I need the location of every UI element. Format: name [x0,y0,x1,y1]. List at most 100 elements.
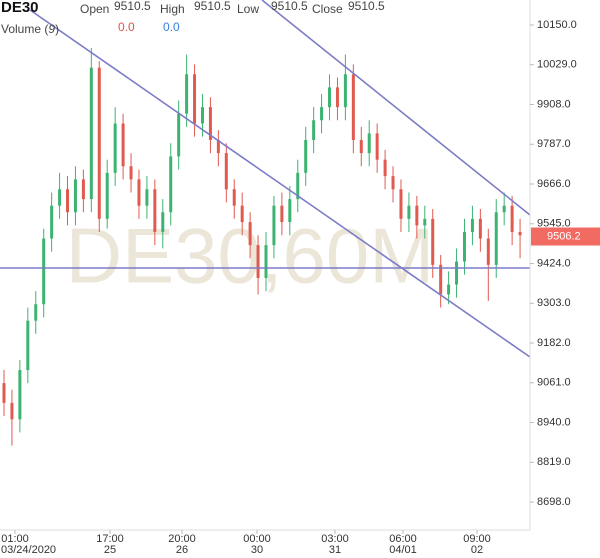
legend-label: Open [80,2,109,16]
candle-body [200,107,204,124]
x-tick-label: 06:00 [389,533,417,545]
candle-body [296,172,300,200]
candle-body [129,166,133,180]
candle-body [431,218,435,265]
candle-body [328,87,332,108]
candle-body [153,189,157,232]
candle-body [359,139,363,154]
candle-body [288,199,292,223]
candle-body [478,218,482,239]
candle-body [367,133,371,154]
candle-body [343,74,347,108]
candle-body [470,218,474,232]
legend-label: Close [312,2,343,16]
symbol: DE30 [1,0,39,16]
y-tick-label: 9666.0 [537,178,571,190]
indicator-period: 9 [48,22,55,36]
y-tick-label: 8698.0 [537,496,571,508]
candle-body [272,205,276,246]
candle-body [2,383,6,403]
candle-body [439,264,443,295]
x-date-label: 25 [104,544,116,556]
y-tick-label: 8940.0 [537,416,571,428]
y-tick-label: 9908.0 [537,98,571,110]
indicator-value: 0.0 [163,20,180,34]
candle-body [73,179,77,213]
indicator-value: 0.0 [118,20,135,34]
legend-value: 9510.5 [348,0,385,13]
x-tick-label: 01:00 [1,533,29,545]
candle-body [89,67,93,200]
candle-body [502,205,506,213]
candle-body [518,231,522,236]
candle-body [447,284,451,295]
y-tick-label: 9182.0 [537,337,571,349]
y-tick-label: 10029.0 [537,59,577,71]
indicator-label: Volume [1,22,41,36]
candle-body [248,222,252,246]
candle-body [18,369,22,420]
trend-line [261,0,531,216]
x-date-label: 26 [176,544,188,556]
candle-body [240,205,244,223]
legend-value: 9510.5 [271,0,308,13]
candle-body [232,189,236,206]
x-date-label: 03/24/2020 [1,544,56,556]
candle-body [216,139,220,154]
x-date-label: 31 [329,544,341,556]
x-date-label: 30 [251,544,263,556]
x-tick-label: 00:00 [243,533,271,545]
candle-body [423,218,427,226]
candle-body [415,205,419,226]
candle-body [455,261,459,285]
candle-body [399,189,403,219]
candle-body [224,153,228,190]
candle-body [145,189,149,206]
candle-body [113,123,117,173]
candle-body [335,87,339,108]
candle-body [462,231,466,262]
candle-body [26,320,30,370]
y-tick-label: 8819.0 [537,456,571,468]
x-tick-label: 17:00 [96,533,124,545]
candle-body [391,176,395,190]
candle-body [312,120,316,140]
candle-body [161,212,165,232]
x-tick-label: 03:00 [321,533,349,545]
candle-body [121,123,125,167]
candle-body [320,107,324,121]
last-price-label: 9506.2 [547,230,581,242]
candle-body [10,402,14,420]
candle-body [66,189,70,213]
candle-body [280,205,284,223]
legend-value: 9510.5 [114,0,151,13]
candle-body [193,74,197,124]
candle-body [351,74,355,140]
candle-body [494,212,498,265]
candle-body [383,159,387,177]
candle-body [137,179,141,206]
candle-body [185,74,189,114]
candle-body [486,238,490,265]
legend-label: Low [237,2,259,16]
candle-body [34,304,38,321]
y-tick-label: 10150.0 [537,19,577,31]
y-tick-label: 9787.0 [537,138,571,150]
candle-body [264,245,268,278]
y-tick-label: 9303.0 [537,297,571,309]
legend-label: High [160,2,185,16]
candle-body [407,205,411,219]
candle-body [510,205,514,232]
candle-body [58,189,62,206]
last-price-tag [531,227,600,246]
candle-body [81,179,85,200]
x-tick-label: 09:00 [463,533,491,545]
y-tick-label: 9424.0 [537,257,571,269]
legend-value: 9510.5 [194,0,231,13]
candle-body [256,245,260,278]
candle-body [42,238,46,305]
candle-body [105,172,109,219]
x-date-label: 04/01 [389,544,417,556]
x-tick-label: 20:00 [168,533,196,545]
